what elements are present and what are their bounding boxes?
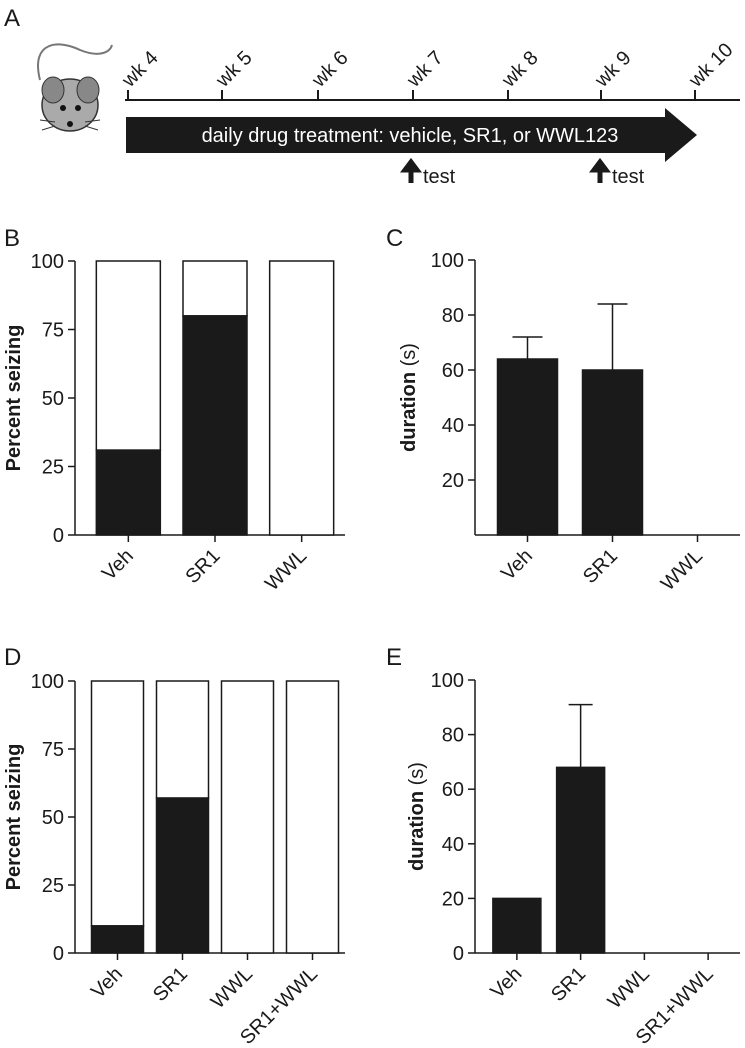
bar bbox=[581, 369, 644, 536]
y-axis-label: duration (s) bbox=[406, 762, 428, 871]
x-tick-label: WWL bbox=[207, 963, 257, 1013]
week-label: wk 8 bbox=[497, 47, 542, 92]
mouse-icon bbox=[37, 43, 113, 132]
y-tick-label: 40 bbox=[442, 834, 464, 856]
y-tick-label: 0 bbox=[53, 943, 64, 965]
panel-label: B bbox=[4, 225, 20, 252]
treatment-arrow bbox=[126, 108, 697, 162]
x-tick-label: Veh bbox=[497, 545, 537, 585]
y-tick-label: 25 bbox=[42, 875, 64, 897]
y-axis-title: duration bbox=[406, 791, 428, 871]
week-label: wk 7 bbox=[402, 47, 447, 92]
test-arrow bbox=[589, 157, 611, 183]
y-axis-unit: (s) bbox=[406, 762, 428, 785]
bar bbox=[555, 766, 606, 954]
y-tick-label: 50 bbox=[42, 388, 64, 410]
x-tick-label: SR1 bbox=[547, 963, 590, 1006]
bar-segment bbox=[155, 797, 210, 954]
panel-label: E bbox=[386, 644, 402, 671]
y-tick-label: 20 bbox=[442, 888, 464, 910]
y-tick-label: 0 bbox=[53, 525, 64, 547]
y-axis-label: Percent seizing bbox=[3, 744, 25, 891]
week-label: wk 10 bbox=[684, 39, 737, 92]
y-tick-label: 100 bbox=[431, 250, 464, 272]
week-label: wk 4 bbox=[117, 47, 162, 92]
y-axis-title: Percent seizing bbox=[3, 325, 25, 472]
bar bbox=[496, 358, 559, 536]
panel-label: A bbox=[4, 5, 20, 32]
y-tick-label: 25 bbox=[42, 457, 64, 479]
y-tick-label: 100 bbox=[31, 251, 64, 273]
bar-segment bbox=[90, 680, 145, 927]
test-label: test bbox=[612, 166, 645, 188]
test-label: test bbox=[423, 166, 456, 188]
x-tick-label: Veh bbox=[486, 963, 526, 1003]
y-tick-label: 75 bbox=[42, 739, 64, 761]
x-tick-label: Veh bbox=[87, 963, 127, 1003]
week-label: wk 5 bbox=[211, 47, 256, 92]
y-tick-label: 20 bbox=[442, 470, 464, 492]
bar-segment bbox=[95, 260, 162, 451]
test-arrow bbox=[400, 157, 422, 183]
treatment-label: daily drug treatment: vehicle, SR1, or W… bbox=[202, 125, 619, 147]
x-tick-label: WWL bbox=[604, 963, 654, 1013]
x-tick-label: WWL bbox=[261, 545, 311, 595]
y-axis-unit: (s) bbox=[398, 343, 420, 366]
x-tick-label: Veh bbox=[98, 545, 138, 585]
bar-segment bbox=[90, 925, 145, 954]
y-tick-label: 80 bbox=[442, 725, 464, 747]
bar-segment bbox=[182, 315, 248, 536]
bar-segment bbox=[95, 449, 162, 536]
x-tick-label: SR1 bbox=[149, 963, 192, 1006]
bar-segment bbox=[155, 680, 210, 799]
y-axis-label: duration (s) bbox=[398, 343, 420, 452]
bar-segment bbox=[220, 680, 275, 954]
bar-segment bbox=[285, 680, 340, 954]
x-tick-label: WWL bbox=[657, 545, 707, 595]
y-tick-label: 100 bbox=[431, 670, 464, 692]
y-tick-label: 100 bbox=[31, 671, 64, 693]
y-tick-label: 50 bbox=[42, 807, 64, 829]
y-tick-label: 60 bbox=[442, 779, 464, 801]
x-tick-label: SR1 bbox=[579, 545, 622, 588]
panel-label: D bbox=[4, 644, 21, 671]
y-tick-label: 40 bbox=[442, 415, 464, 437]
week-label: wk 9 bbox=[590, 47, 635, 92]
y-tick-label: 60 bbox=[442, 360, 464, 382]
week-label: wk 6 bbox=[307, 47, 352, 92]
y-tick-label: 0 bbox=[453, 943, 464, 965]
x-tick-label: SR1 bbox=[181, 545, 224, 588]
y-axis-title: duration bbox=[398, 372, 420, 452]
panel-label: C bbox=[386, 225, 403, 252]
y-axis-label: Percent seizing bbox=[3, 325, 25, 472]
bar bbox=[492, 897, 542, 954]
y-axis-title: Percent seizing bbox=[3, 744, 25, 891]
y-tick-label: 80 bbox=[442, 305, 464, 327]
bar-segment bbox=[182, 260, 248, 317]
bar-segment bbox=[268, 260, 335, 536]
y-tick-label: 75 bbox=[42, 320, 64, 342]
